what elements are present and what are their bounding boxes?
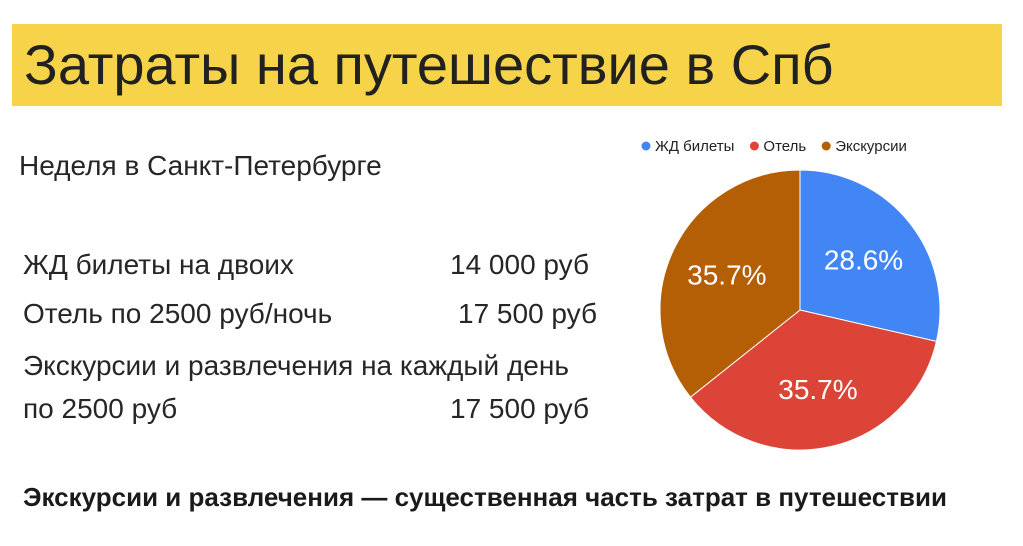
expense-label-hotel: Отель по 2500 руб/ночь [23, 298, 333, 329]
legend-marker [641, 141, 651, 151]
legend-label: Экскурсии [835, 138, 907, 155]
pie-slice [689, 309, 938, 451]
expense-label-excursions-line1: Экскурсии и развлечения на каждый день [23, 350, 569, 381]
pie-slice [799, 169, 941, 342]
legend-label: ЖД билеты [655, 138, 734, 155]
expense-label-tickets: ЖД билеты на двоих [23, 249, 294, 280]
slice-label: 28.6% [824, 244, 903, 275]
legend-marker [749, 141, 759, 151]
slice-label: 35.7% [687, 260, 766, 291]
expense-amount-hotel: 17 500 руб [458, 298, 598, 329]
pie-chart: ЖД билеты Отель Экскурсии 28.6% 35.7% 35.7% [641, 138, 941, 451]
expense-amount-tickets: 14 000 руб [450, 249, 590, 280]
conclusion-text: Экскурсии и развлечения — существенная ч… [23, 482, 947, 512]
subtitle: Неделя в Санкт-Петербурге [19, 150, 382, 181]
pie-slice [659, 169, 801, 398]
legend-marker [821, 141, 831, 151]
expense-amount-excursions: 17 500 руб [450, 393, 590, 424]
legend-label: Отель [763, 138, 806, 155]
expense-label-excursions-line2: по 2500 руб [23, 393, 178, 424]
title-banner [12, 24, 1002, 106]
page-title: Затраты на путешествие в Спб [24, 33, 834, 96]
slice-label: 35.7% [778, 374, 857, 405]
